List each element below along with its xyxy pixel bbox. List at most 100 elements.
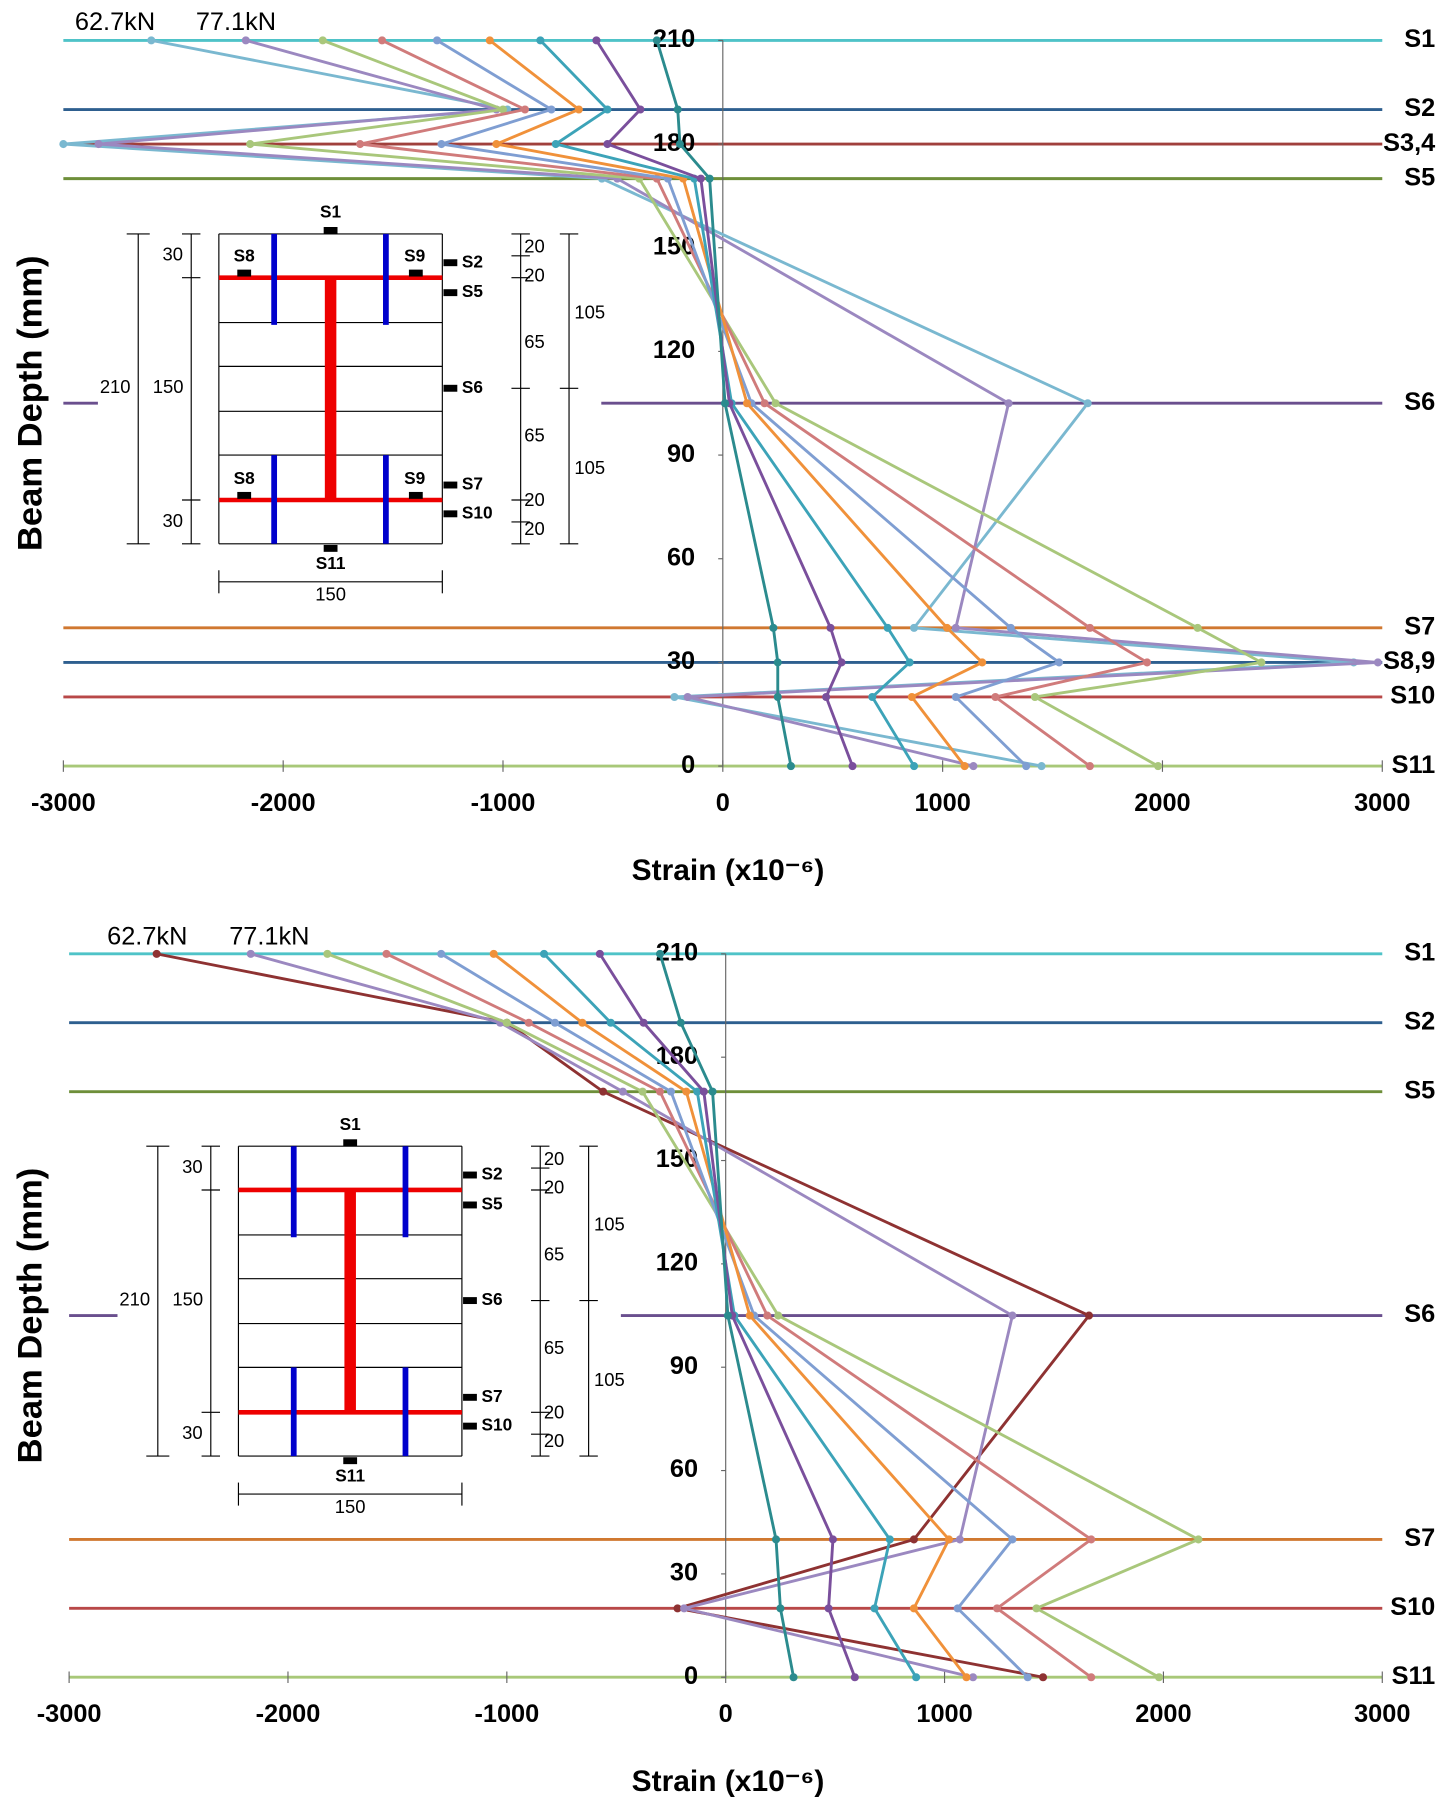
series-point	[536, 36, 545, 45]
gauge-label: S1	[1404, 25, 1435, 53]
series-point	[1055, 658, 1064, 667]
inset-label: 105	[574, 301, 605, 322]
series-point	[910, 762, 919, 771]
inset-label: S8	[234, 468, 256, 488]
series-point	[824, 1604, 833, 1613]
gauge-label: S1	[1404, 939, 1435, 967]
y-axis-label: Beam Depth (mm)	[11, 255, 49, 551]
inset-label: 20	[524, 489, 545, 510]
y-tick-label: 0	[684, 1662, 698, 1690]
series-point	[968, 1673, 978, 1682]
gauge-label: S11	[1392, 1662, 1436, 1690]
inset-label: 65	[524, 331, 545, 352]
series-point	[603, 140, 612, 149]
x-tick-label: 2000	[1135, 1700, 1191, 1728]
series-point	[147, 36, 156, 45]
inset-label: 20	[524, 264, 545, 285]
x-tick-label: -1000	[474, 1700, 539, 1728]
series-point	[673, 105, 682, 114]
series-point	[606, 1018, 615, 1027]
inset-label: S6	[462, 377, 483, 397]
gauge-mark	[443, 481, 458, 489]
series-point	[59, 140, 68, 149]
annotation: 77.1kN	[196, 8, 276, 36]
gauge-label: S10	[1390, 1593, 1435, 1621]
series-point	[378, 36, 387, 45]
gauge-mark	[237, 269, 252, 277]
series-point	[909, 1604, 918, 1613]
series-point	[636, 105, 645, 114]
series-point	[1022, 762, 1031, 771]
series-point	[1037, 762, 1046, 771]
x-tick-label: 2000	[1134, 789, 1190, 817]
gauge-label: S8,9	[1383, 647, 1435, 675]
annotation: 62.7kN	[107, 922, 187, 950]
series-point	[1087, 1535, 1096, 1544]
series-point	[991, 692, 1000, 702]
series-point	[1143, 658, 1152, 667]
series-point	[578, 1018, 587, 1027]
inset-label: 30	[182, 1422, 203, 1443]
inset-cover	[97, 201, 602, 605]
series-point	[1083, 399, 1092, 408]
series-point	[520, 105, 530, 114]
series-point	[696, 174, 705, 183]
series-point	[1194, 1535, 1203, 1544]
series-point	[705, 174, 714, 183]
series-point	[656, 1087, 665, 1096]
series-point	[524, 1018, 533, 1027]
series-point	[883, 623, 892, 632]
gauge-label: S6	[1404, 388, 1435, 416]
gauge-mark	[443, 289, 458, 297]
series-point	[870, 1604, 879, 1613]
inset-label: 30	[182, 1156, 203, 1177]
inset-label: S9	[404, 468, 425, 488]
series-point	[763, 1311, 772, 1320]
series-point	[318, 36, 327, 45]
inset-label: S5	[481, 1194, 503, 1214]
web	[344, 1189, 356, 1413]
y-tick-label: 120	[656, 1249, 698, 1277]
gauge-mark	[408, 269, 423, 277]
y-axis-label: Beam Depth (mm)	[11, 1168, 49, 1464]
inset-label: S9	[404, 246, 425, 266]
y-tick-label: 60	[667, 543, 695, 571]
series-point	[1006, 623, 1015, 632]
inset-label: S1	[320, 202, 342, 222]
series-point	[772, 1535, 781, 1544]
series-point	[745, 1311, 754, 1320]
y-tick-label: 30	[667, 647, 695, 675]
series-point	[943, 623, 952, 632]
inset-label: S2	[462, 251, 483, 271]
series-point	[382, 949, 391, 958]
series-point	[652, 36, 661, 45]
inset-label: 105	[594, 1369, 625, 1390]
series-point	[773, 692, 782, 702]
series-point	[828, 1535, 837, 1544]
y-tick-label: 120	[653, 336, 695, 364]
x-tick-label: -1000	[471, 789, 536, 817]
inset-label: S11	[335, 1465, 365, 1485]
series-point	[771, 399, 780, 408]
series-point	[1085, 623, 1094, 632]
series-point	[776, 1604, 785, 1613]
series-point	[592, 36, 601, 45]
series-point	[489, 949, 498, 958]
series-point	[595, 949, 604, 958]
series-point	[599, 1087, 608, 1096]
x-tick-label: 0	[719, 1700, 733, 1728]
inset-label: 150	[315, 583, 346, 604]
gauge-mark	[463, 1422, 477, 1430]
inset-label: 65	[524, 425, 545, 446]
inset-label: 105	[594, 1214, 625, 1235]
series-point	[241, 36, 250, 45]
series-point	[246, 949, 255, 958]
series-point	[1032, 1604, 1041, 1613]
series-point	[1023, 1673, 1032, 1682]
inset-label: S6	[481, 1289, 502, 1309]
x-tick-label: 0	[716, 789, 730, 817]
x-tick-label: -3000	[37, 1700, 102, 1728]
gauge-mark	[443, 259, 458, 267]
series-point	[1030, 692, 1039, 702]
inset-label: 150	[172, 1288, 203, 1309]
